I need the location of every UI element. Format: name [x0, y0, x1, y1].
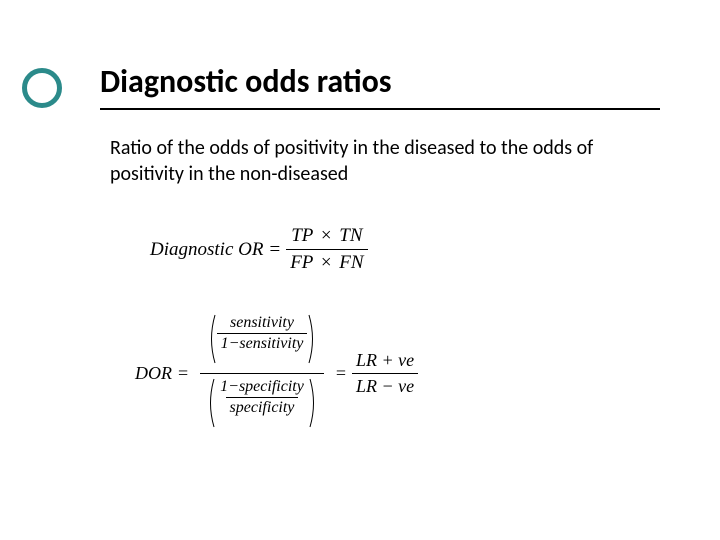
times-icon: ×: [321, 225, 332, 246]
formula2-top-num: sensitivity: [226, 314, 298, 333]
formula2-main-fraction: sensitivity 1−sensitivity 1−specificit: [194, 310, 330, 437]
formula2-top-den: sensitivity: [239, 335, 303, 352]
formula2-rhs-den: LR − ve: [352, 373, 418, 397]
formula1-lhs: Diagnostic OR: [150, 239, 263, 261]
bullet-circle-icon: [22, 68, 62, 108]
equals-sign: =: [336, 363, 346, 384]
formula1-den-b: FN: [339, 252, 363, 273]
formula-dor: DOR = sensitivity 1−sensitivity: [135, 310, 418, 437]
formula2-bot-num: specificity: [239, 378, 304, 395]
formula2-bot-inner-fraction: 1−specificity specificity: [216, 378, 308, 428]
right-paren-icon: [308, 378, 318, 428]
slide-title: Diagnostic odds ratios: [100, 62, 392, 101]
left-paren-icon: [206, 378, 216, 428]
description-text: Ratio of the odds of positivity in the d…: [110, 135, 650, 187]
right-paren-icon: [307, 314, 317, 364]
formula2-top-inner-fraction: sensitivity 1−sensitivity: [217, 314, 308, 364]
formula1-den-a: FP: [290, 252, 313, 273]
equals-sign: =: [269, 239, 280, 261]
formula1-fraction: TP × TN FP × FN: [286, 225, 367, 274]
formula2-bot-num-prefix: 1−: [220, 378, 239, 395]
times-icon: ×: [321, 252, 332, 273]
formula2-lhs: DOR: [135, 363, 172, 384]
equals-sign: =: [178, 363, 188, 384]
formula-diagnostic-or: Diagnostic OR = TP × TN FP × FN: [150, 225, 368, 274]
left-paren-icon: [207, 314, 217, 364]
formula2-rhs-fraction: LR + ve LR − ve: [352, 350, 418, 397]
formula1-num-a: TP: [291, 225, 313, 246]
formula2-rhs-num: LR + ve: [352, 350, 418, 373]
formula1-num-b: TN: [339, 225, 362, 246]
title-underline: [100, 108, 660, 110]
formula2-bot-den: specificity: [226, 397, 299, 417]
formula2-top-den-prefix: 1−: [221, 335, 240, 352]
